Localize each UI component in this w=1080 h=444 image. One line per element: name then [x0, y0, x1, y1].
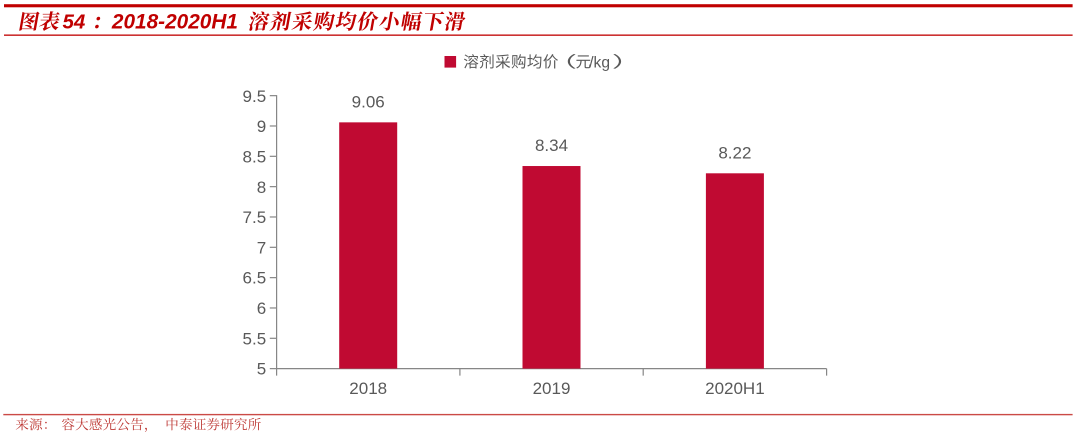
svg-text:8.5: 8.5: [243, 147, 267, 166]
svg-text:2018: 2018: [349, 379, 387, 398]
svg-text:8.22: 8.22: [718, 144, 751, 163]
svg-text:7: 7: [257, 238, 266, 257]
svg-text:6.5: 6.5: [243, 269, 267, 288]
svg-text:9.06: 9.06: [352, 93, 385, 112]
svg-text:9: 9: [257, 117, 266, 136]
svg-text:7.5: 7.5: [243, 208, 267, 227]
svg-text:2020H1: 2020H1: [705, 379, 765, 398]
svg-text:8: 8: [257, 178, 266, 197]
svg-text:8.34: 8.34: [535, 136, 568, 155]
svg-text:6: 6: [257, 299, 266, 318]
svg-text:2019: 2019: [533, 379, 571, 398]
svg-text:5.5: 5.5: [243, 329, 267, 348]
svg-text:9.5: 9.5: [243, 87, 267, 106]
svg-text:54: 54: [63, 11, 86, 34]
svg-text:2018-2020H1: 2018-2020H1: [111, 11, 238, 34]
svg-text:/kg: /kg: [589, 54, 610, 71]
svg-text:5: 5: [257, 360, 266, 379]
